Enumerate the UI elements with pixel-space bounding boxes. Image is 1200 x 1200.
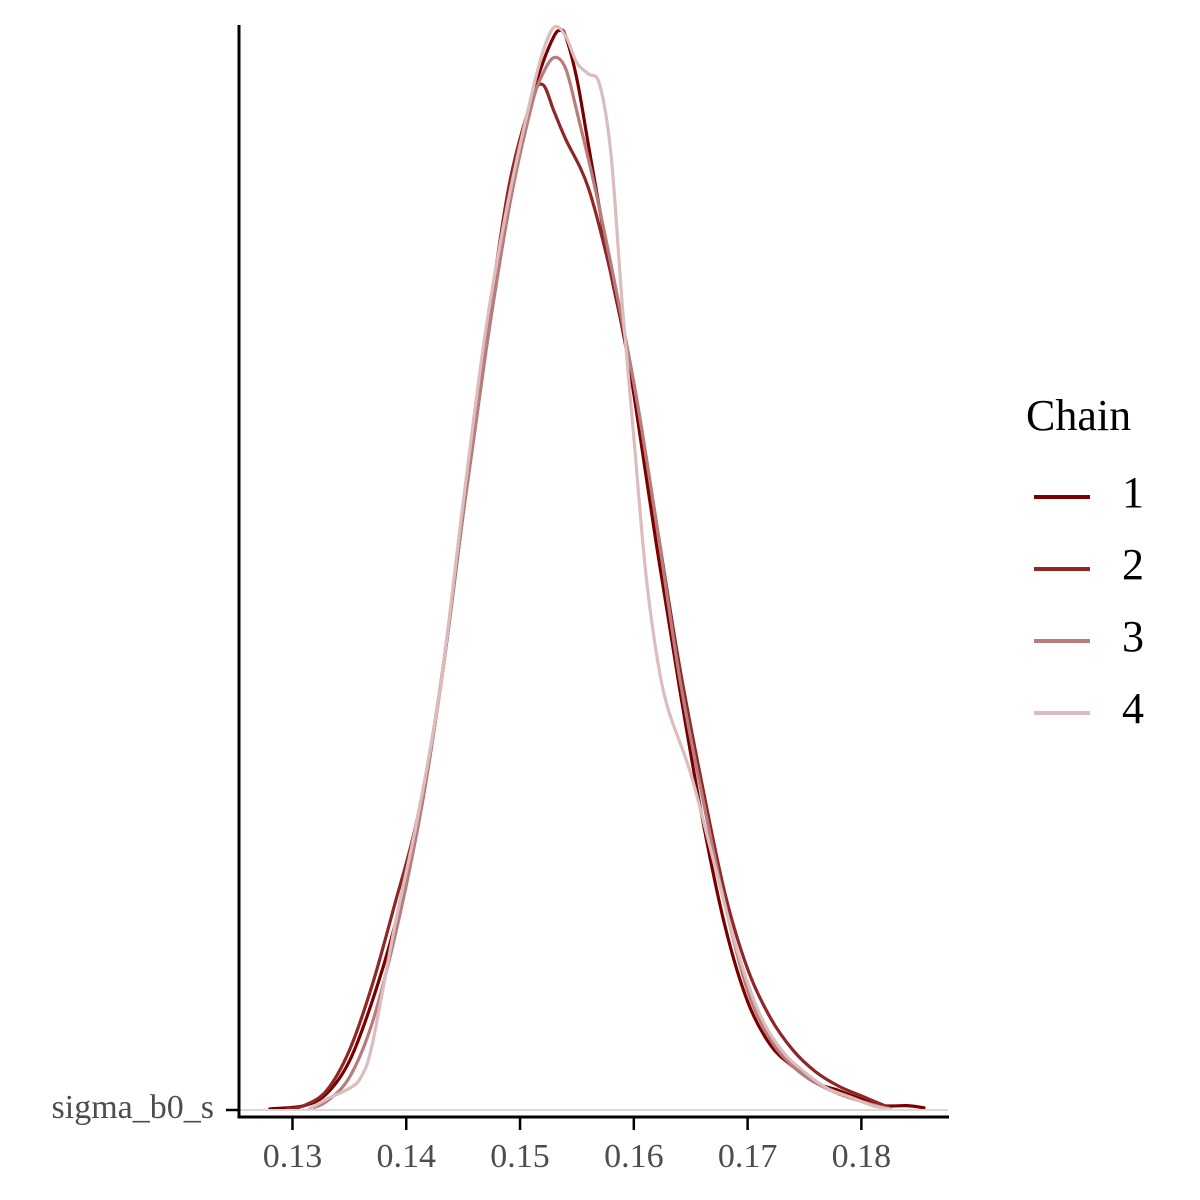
y-category-label: sigma_b0_s [52,1089,214,1126]
legend: Chain 1 2 3 4 [1026,391,1144,733]
legend-label-chain-1: 1 [1122,468,1144,517]
legend-title: Chain [1026,391,1131,440]
x-ticks: 0.13 0.14 0.15 0.16 0.17 0.18 [263,1117,891,1175]
chain-4-density-line [307,24,892,1111]
legend-items: 1 2 3 4 [1034,468,1144,733]
x-tick-label: 0.14 [377,1138,437,1175]
chain-3-density-line [307,55,886,1111]
chain-2-density-line [285,82,892,1111]
x-tick-label: 0.18 [832,1138,892,1175]
x-tick-label: 0.15 [490,1138,550,1175]
legend-label-chain-4: 4 [1122,684,1144,733]
legend-label-chain-3: 3 [1122,612,1144,661]
legend-label-chain-2: 2 [1122,540,1144,589]
series-layer [268,24,926,1111]
x-tick-label: 0.16 [604,1138,664,1175]
x-tick-label: 0.17 [718,1138,778,1175]
x-tick-label: 0.13 [263,1138,323,1175]
